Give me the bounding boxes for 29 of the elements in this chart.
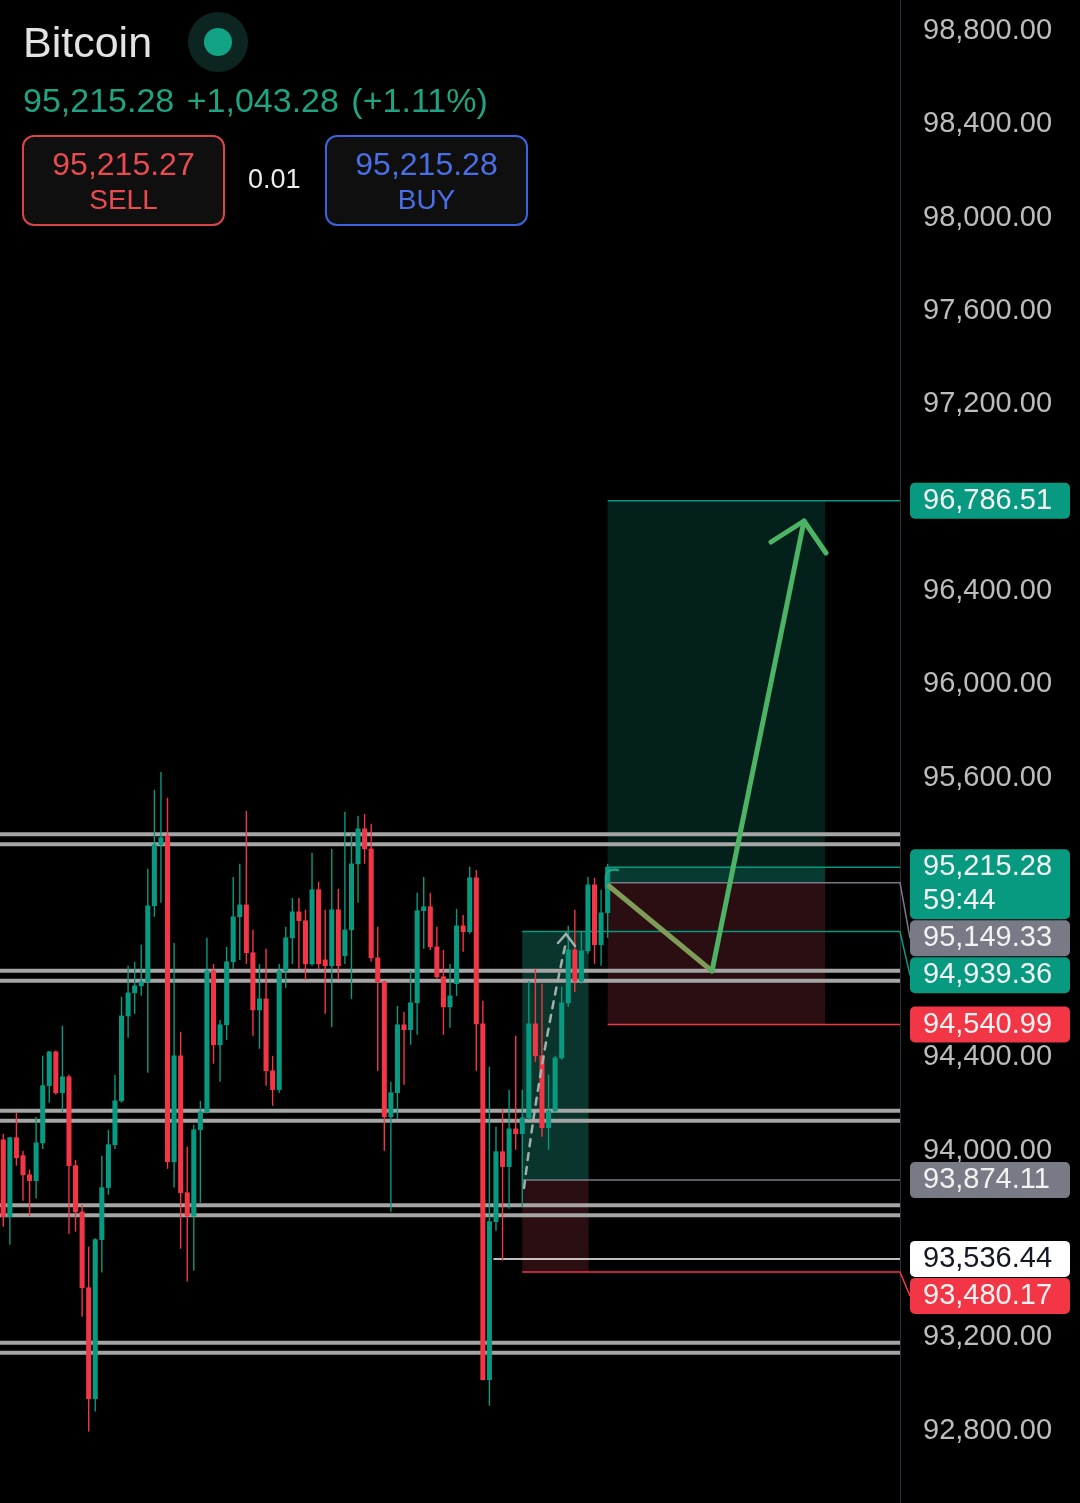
y-tick-label: 95,600.00 (923, 759, 1053, 792)
y-tick-label: 93,200.00 (923, 1319, 1053, 1352)
ref-line-label: 95,149.33 (923, 920, 1053, 953)
annotation: 95,215.28 (355, 144, 498, 183)
ref-line-label: 93,874.11 (923, 1162, 1050, 1195)
text: 95,215.28 +1,043.28 (+1.11%) (23, 80, 488, 121)
ref-line-label: 95,215.28 59:44 (923, 849, 1053, 916)
y-tick-label: 96,000.00 (923, 666, 1053, 699)
buy-button: 95,215.28 BUY (325, 135, 528, 226)
annotation: SELL (89, 182, 158, 217)
ref-line-label: 93,536.44 (923, 1240, 1053, 1273)
annotation: 95,215.27 (52, 144, 195, 183)
y-tick-label: 94,400.00 (923, 1039, 1053, 1072)
y-tick-label: 92,800.00 (923, 1412, 1053, 1445)
y-tick-label: 98,400.00 (923, 106, 1053, 139)
y-tick-label: 97,200.00 (923, 386, 1053, 419)
annotation: BUY (397, 182, 456, 217)
sell-button: 95,215.27 SELL (22, 135, 225, 226)
ref-line-label: 94,939.36 (923, 957, 1053, 990)
y-tick-label: 96,400.00 (923, 572, 1053, 605)
chart-title: Bitcoin (23, 17, 153, 68)
y-tick-label: 97,600.00 (923, 292, 1053, 325)
y-tick-label: 94,000.00 (923, 1132, 1053, 1165)
ref-line-label: 93,480.17 (923, 1277, 1053, 1310)
ref-line-label: 94,540.99 (923, 1006, 1053, 1039)
y-tick-label: 98,000.00 (923, 199, 1053, 232)
annotation: 0.01 (248, 163, 301, 195)
y-tick-label: 98,800.00 (923, 13, 1053, 46)
ref-line-label: 96,786.51 (923, 482, 1053, 515)
